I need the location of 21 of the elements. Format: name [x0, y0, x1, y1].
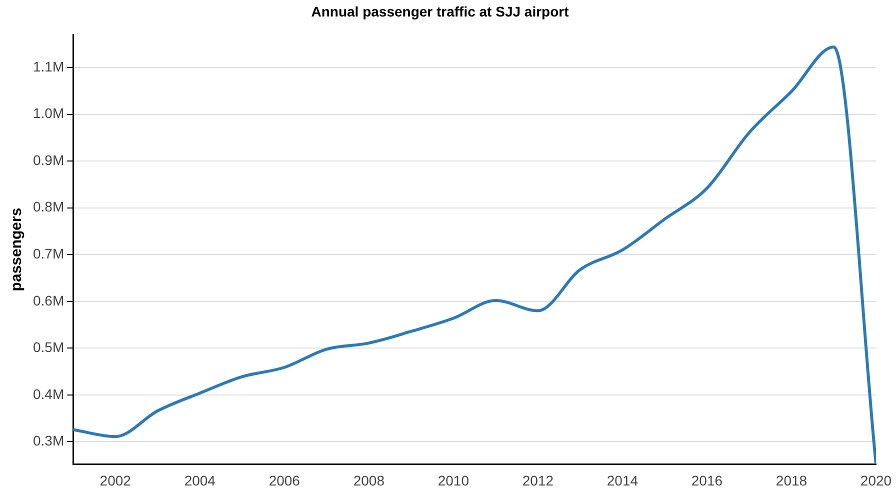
y-tick-label: 0.7M	[33, 246, 64, 262]
x-tick-label: 2012	[522, 472, 554, 488]
y-axis-title: passengers	[8, 208, 26, 292]
y-tick-label: 1.1M	[33, 58, 64, 74]
y-tick-label: 0.6M	[33, 292, 64, 308]
x-tick-label: 2004	[184, 472, 216, 488]
x-tick-label: 2006	[268, 472, 300, 488]
y-tick-label: 0.8M	[33, 198, 64, 215]
y-tick-label: 1.0M	[33, 105, 64, 122]
x-tick-label: 2010	[438, 472, 470, 488]
x-tick-label: 2018	[776, 472, 808, 488]
y-tick-label: 0.3M	[33, 432, 64, 449]
x-tick-label: 2016	[691, 472, 723, 488]
x-tick-label: 2002	[100, 472, 132, 488]
y-tick-label: 0.5M	[33, 339, 64, 356]
x-tick-label: 2014	[606, 472, 638, 488]
y-tick-label: 0.9M	[33, 152, 64, 168]
x-tick-label: 2008	[353, 472, 385, 488]
x-tick-label: 2020	[860, 472, 892, 488]
chart-title: Annual passenger traffic at SJJ airport	[311, 3, 570, 20]
y-tick-label: 0.4M	[33, 386, 64, 402]
